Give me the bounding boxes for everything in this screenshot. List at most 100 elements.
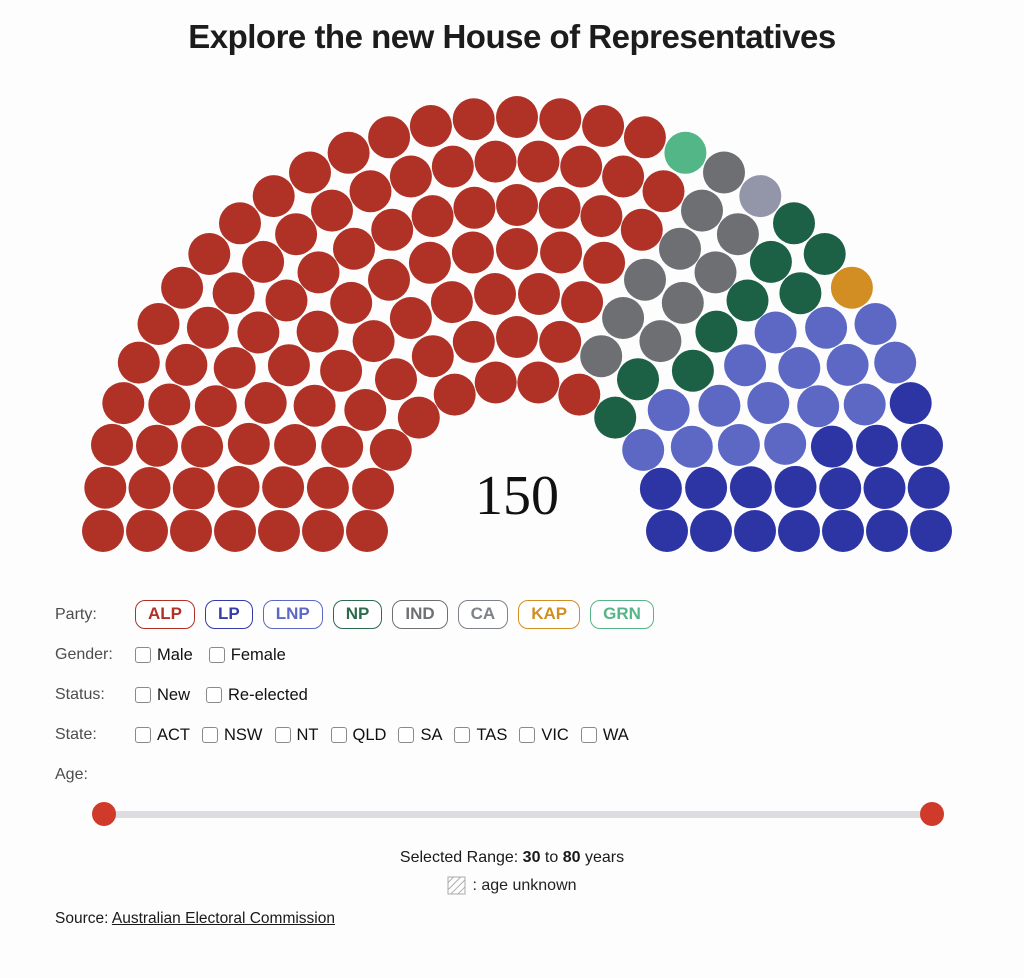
seat-ca[interactable]	[739, 175, 782, 218]
seat-alp[interactable]	[369, 428, 412, 471]
seat-lp[interactable]	[863, 467, 906, 509]
seat-alp[interactable]	[538, 186, 581, 229]
seat-alp[interactable]	[452, 320, 495, 363]
seat-alp[interactable]	[352, 320, 395, 363]
seat-alp[interactable]	[252, 175, 295, 218]
seat-lnp[interactable]	[698, 384, 741, 427]
seat-alp[interactable]	[561, 281, 604, 324]
party-button-np[interactable]: NP	[332, 600, 383, 630]
seat-kap[interactable]	[830, 266, 873, 309]
seat-alp[interactable]	[275, 213, 318, 256]
seat-alp[interactable]	[371, 208, 414, 251]
seat-lp[interactable]	[910, 510, 952, 552]
seat-lp[interactable]	[819, 467, 862, 510]
seat-alp[interactable]	[219, 202, 261, 245]
seat-alp[interactable]	[262, 466, 305, 509]
seat-alp[interactable]	[320, 349, 363, 392]
seat-alp[interactable]	[389, 155, 432, 198]
checkbox-state-nsw[interactable]: NSW	[202, 726, 263, 745]
seat-lnp[interactable]	[764, 422, 807, 465]
seat-np[interactable]	[726, 279, 769, 322]
seat-alp[interactable]	[474, 361, 517, 404]
age-slider-track[interactable]	[103, 811, 933, 819]
seat-alp[interactable]	[333, 227, 375, 270]
checkbox-input-state-qld[interactable]	[330, 727, 347, 744]
seat-lp[interactable]	[907, 466, 950, 509]
seat-np[interactable]	[671, 349, 714, 392]
seat-lnp[interactable]	[854, 303, 897, 345]
seat-alp[interactable]	[186, 306, 229, 349]
seat-alp[interactable]	[258, 510, 300, 552]
seat-alp[interactable]	[474, 273, 516, 315]
seat-alp[interactable]	[102, 382, 145, 425]
seat-alp[interactable]	[148, 383, 191, 426]
seat-alp[interactable]	[293, 384, 336, 427]
seat-alp[interactable]	[217, 465, 260, 508]
seat-alp[interactable]	[244, 382, 287, 424]
age-slider-handle-max[interactable]	[920, 802, 944, 827]
party-button-lnp[interactable]: LNP	[262, 600, 323, 630]
checkbox-status-re-elected[interactable]: Re-elected	[206, 686, 308, 705]
seat-alp[interactable]	[433, 373, 476, 416]
seat-alp[interactable]	[582, 105, 625, 147]
seat-alp[interactable]	[539, 98, 582, 141]
seat-alp[interactable]	[128, 467, 171, 509]
seat-alp[interactable]	[349, 170, 392, 213]
seat-lp[interactable]	[889, 382, 932, 425]
seat-alp[interactable]	[296, 310, 339, 353]
seat-lnp[interactable]	[874, 341, 917, 384]
seat-alp[interactable]	[623, 116, 666, 159]
seat-alp[interactable]	[321, 425, 364, 468]
seat-lp[interactable]	[866, 510, 908, 552]
seat-alp[interactable]	[518, 273, 560, 315]
seat-alp[interactable]	[289, 151, 331, 194]
seat-alp[interactable]	[311, 189, 353, 232]
seat-lnp[interactable]	[843, 383, 886, 426]
checkbox-state-act[interactable]: ACT	[135, 726, 190, 745]
seat-np[interactable]	[749, 240, 792, 283]
seat-ind[interactable]	[602, 297, 645, 339]
seat-alp[interactable]	[451, 231, 494, 274]
seat-np[interactable]	[773, 202, 815, 245]
checkbox-state-vic[interactable]: VIC	[519, 726, 569, 745]
seat-alp[interactable]	[430, 281, 473, 324]
seat-np[interactable]	[779, 272, 822, 315]
seat-alp[interactable]	[82, 510, 124, 552]
seat-alp[interactable]	[431, 145, 474, 188]
seat-lp[interactable]	[822, 510, 864, 552]
seat-alp[interactable]	[188, 233, 231, 275]
seat-alp[interactable]	[137, 303, 180, 345]
seat-lnp[interactable]	[754, 311, 797, 354]
seat-alp[interactable]	[344, 389, 387, 431]
seat-ind[interactable]	[661, 281, 704, 324]
checkbox-input-status-re-elected[interactable]	[206, 687, 223, 704]
seat-ind[interactable]	[624, 258, 666, 301]
source-link[interactable]: Australian Electoral Commission	[111, 910, 335, 928]
seat-alp[interactable]	[84, 466, 127, 509]
seat-alp[interactable]	[539, 320, 582, 363]
seat-alp[interactable]	[602, 155, 645, 198]
seat-alp[interactable]	[389, 297, 432, 339]
seat-lp[interactable]	[778, 510, 820, 552]
seat-alp[interactable]	[397, 396, 440, 439]
party-button-alp[interactable]: ALP	[135, 600, 195, 630]
seat-alp[interactable]	[181, 425, 224, 468]
checkbox-gender-female[interactable]: Female	[208, 646, 286, 665]
seat-alp[interactable]	[297, 251, 340, 294]
seat-lnp[interactable]	[797, 385, 840, 428]
checkbox-state-tas[interactable]: TAS	[454, 726, 507, 745]
seat-alp[interactable]	[165, 343, 208, 386]
seat-alp[interactable]	[327, 131, 370, 174]
seat-lp[interactable]	[646, 510, 688, 552]
seat-alp[interactable]	[408, 241, 451, 284]
checkbox-input-state-sa[interactable]	[398, 727, 415, 744]
seat-alp[interactable]	[642, 170, 685, 213]
seat-lp[interactable]	[639, 467, 682, 510]
seat-lnp[interactable]	[805, 306, 848, 349]
seat-lp[interactable]	[734, 510, 776, 552]
seat-alp[interactable]	[117, 341, 160, 384]
checkbox-input-state-tas[interactable]	[454, 727, 471, 744]
seat-lnp[interactable]	[622, 428, 665, 471]
checkbox-input-state-nt[interactable]	[274, 727, 291, 744]
seat-alp[interactable]	[496, 96, 538, 138]
